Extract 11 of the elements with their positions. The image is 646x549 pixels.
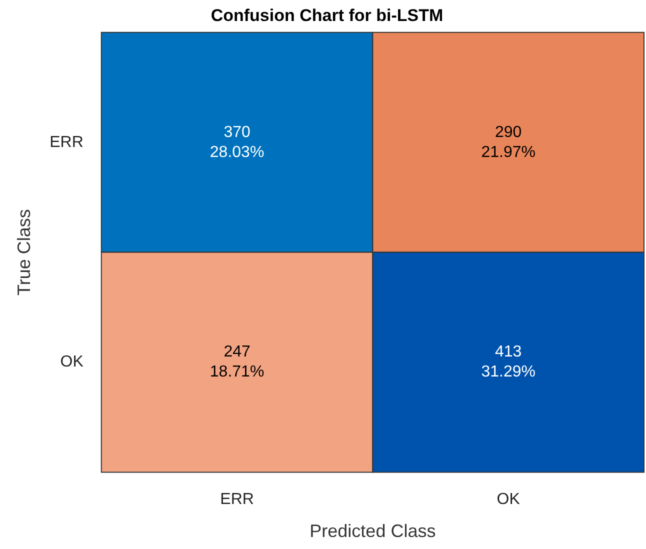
chart-title: Confusion Chart for bi-LSTM — [210, 6, 444, 25]
annotation: 18.71% — [210, 364, 264, 381]
data-label: 247 — [224, 344, 250, 361]
data-label: 370 — [224, 124, 250, 141]
annotation: 28.03% — [210, 144, 264, 161]
data-label: 290 — [494, 124, 522, 141]
annotation: 21.97% — [481, 144, 536, 161]
y-axis-title: True Class — [14, 209, 34, 296]
data-label: 413 — [494, 344, 522, 361]
annotation: 31.29% — [481, 364, 536, 381]
x-axis-title: Predicted Class — [310, 521, 436, 542]
